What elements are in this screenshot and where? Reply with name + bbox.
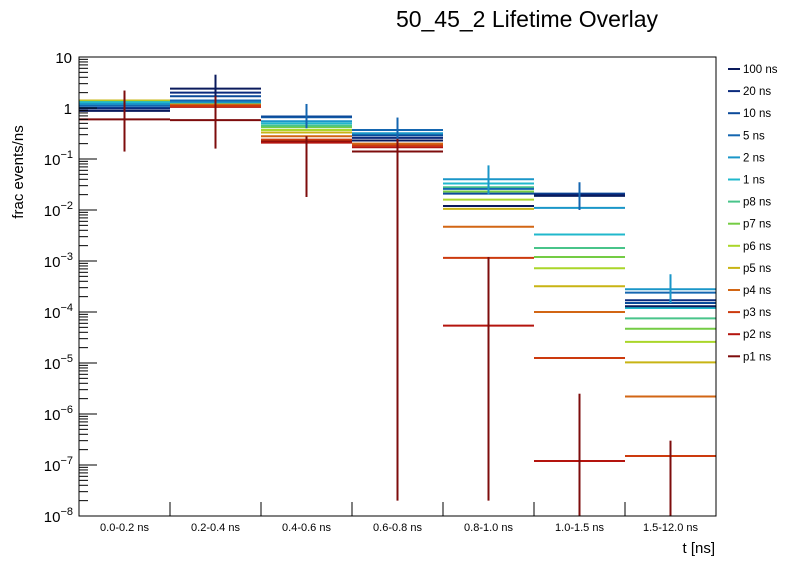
y-tick-label: 10−2 [44, 200, 73, 220]
legend-label: p8 ns [743, 197, 771, 209]
y-tick-label: 1 [64, 101, 72, 118]
y-tick-label: 10−1 [44, 149, 73, 169]
x-tick-label: 0.0-0.2 ns [100, 522, 149, 534]
y-tick-label: 10−5 [44, 353, 73, 373]
x-tick-label: 0.8-1.0 ns [464, 522, 513, 534]
x-tick-label: 1.0-1.5 ns [555, 522, 604, 534]
y-axis: 10 1 10−1 10−2 10−3 10−4 10−5 10−6 10−7 10−8 [44, 50, 97, 526]
x-axis: 0.0-0.2 ns 0.2-0.4 ns 0.4-0.6 ns 0.6-0.8 ns… [78, 502, 717, 534]
x-tick-label: 1.5-12.0 ns [643, 522, 699, 534]
legend-label: p5 ns [743, 263, 771, 275]
legend-label: 5 ns [743, 130, 765, 142]
legend-label: p7 ns [743, 219, 771, 231]
legend-label: p4 ns [743, 285, 771, 297]
legend-label: p1 ns [743, 351, 771, 363]
y-tick-label: 10−4 [44, 302, 73, 322]
y-tick-label: 10−8 [44, 506, 73, 526]
chart-title: 50_45_2 Lifetime Overlay [396, 6, 659, 32]
plot-frame [78, 56, 717, 517]
y-tick-label: 10−6 [44, 404, 73, 424]
x-tick-label: 0.6-0.8 ns [373, 522, 422, 534]
legend-label: 100 ns [743, 64, 778, 76]
y-tick-label: 10−3 [44, 251, 73, 271]
legend-label: 20 ns [743, 86, 771, 98]
x-tick-label: 0.4-0.6 ns [282, 522, 331, 534]
y-tick-label: 10−7 [44, 455, 73, 475]
y-axis-label: frac events/ns [10, 125, 27, 218]
legend-label: p6 ns [743, 241, 771, 253]
legend-label: 2 ns [743, 152, 765, 164]
legend-label: p2 ns [743, 329, 771, 341]
error-bars [123, 74, 672, 516]
x-axis-label: t [ns] [682, 540, 715, 557]
x-tick-label: 0.2-0.4 ns [191, 522, 240, 534]
legend-label: p3 ns [743, 307, 771, 319]
series-p2-ns [79, 103, 625, 462]
legend: 100 ns 20 ns 10 ns 5 ns 2 ns 1 ns p8 ns p7 ns p6… [728, 64, 778, 363]
legend-label: 1 ns [743, 175, 765, 187]
y-tick-label: 10 [55, 50, 72, 67]
legend-label: 10 ns [743, 108, 771, 120]
